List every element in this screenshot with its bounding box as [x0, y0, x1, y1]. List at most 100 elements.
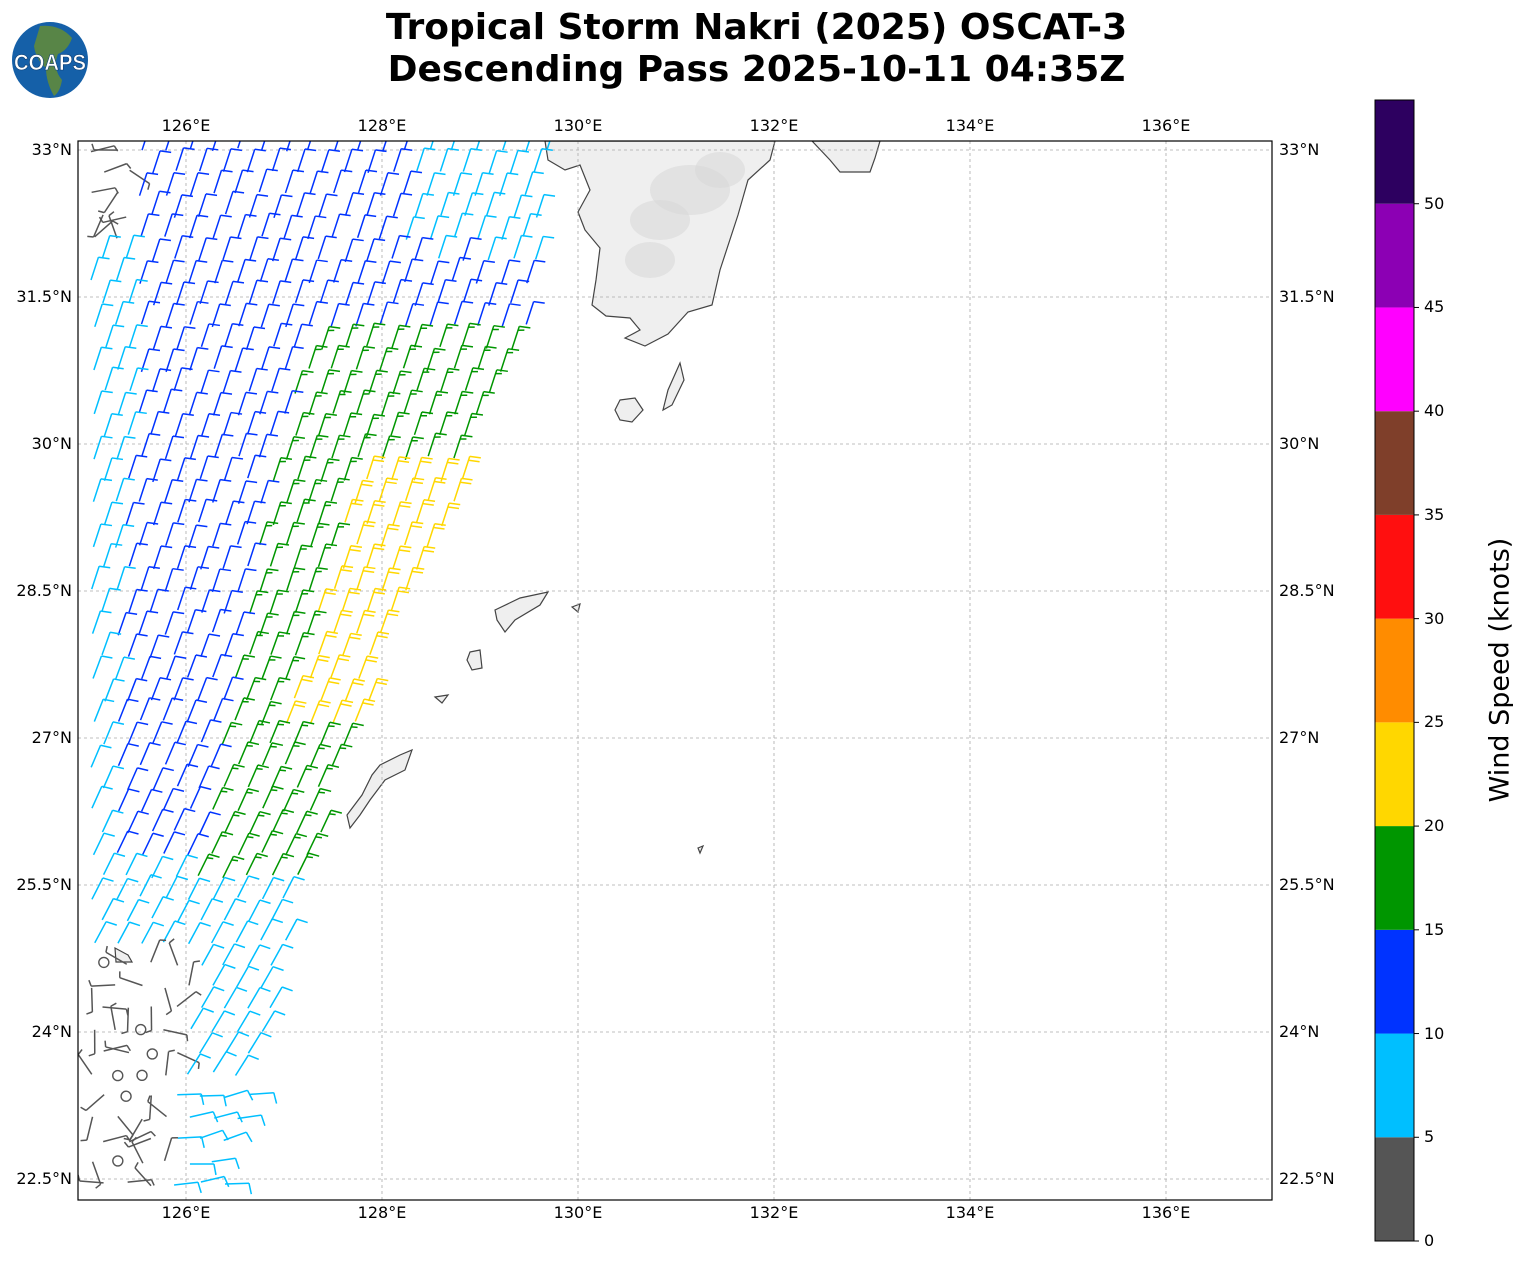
barb-staff: [462, 279, 472, 303]
wind-barb: [102, 1006, 129, 1016]
wind-barb: [499, 348, 520, 372]
barb-feather: [434, 480, 446, 484]
wind-barb: [426, 172, 446, 196]
wind-barb: [117, 345, 137, 370]
wind-barb: [331, 213, 351, 238]
wind-barb: [501, 216, 521, 240]
barb-feather: [173, 259, 185, 263]
wind-barb: [414, 236, 434, 261]
barb-staff: [119, 976, 143, 987]
barb-staff: [175, 147, 185, 171]
lon-tick-label-bottom: 130°E: [553, 1203, 603, 1222]
barb-staff: [166, 656, 176, 680]
wind-barb: [404, 258, 424, 283]
barb-feather: [326, 630, 339, 635]
wind-barb: [91, 877, 114, 900]
barb-staff: [344, 238, 354, 263]
barb-feather: [328, 148, 341, 152]
wind-barb: [533, 148, 553, 172]
wind-barb: [247, 944, 271, 967]
barb-half-feather: [294, 836, 301, 839]
wind-barb: [90, 744, 112, 768]
wind-barb: [93, 698, 115, 722]
barb-feather: [212, 1111, 219, 1123]
barb-feather: [319, 743, 332, 748]
barb-feather: [293, 303, 305, 307]
barb-staff: [164, 435, 174, 460]
barb-staff: [450, 141, 456, 150]
barb-staff: [186, 1053, 201, 1075]
barb-staff: [499, 172, 508, 197]
wind-barb: [475, 390, 495, 415]
barb-half-feather: [306, 855, 313, 859]
barb-staff: [429, 141, 434, 150]
barb-staff: [152, 326, 162, 350]
barb-half-feather: [131, 1136, 137, 1143]
wind-barb: [104, 678, 125, 702]
barb-feather: [374, 455, 386, 459]
wind-barb: [200, 986, 225, 1008]
barb-feather: [337, 657, 350, 662]
barb-staff: [92, 523, 102, 548]
wind-barb: [462, 278, 483, 303]
wind-barb: [199, 1032, 223, 1054]
barb-feather: [352, 498, 364, 502]
wind-barb: [189, 1163, 217, 1176]
wind-barb: [197, 853, 220, 877]
barb-feather: [400, 545, 412, 549]
barb-staff: [238, 433, 248, 457]
barb-feather: [103, 698, 115, 703]
landmass: [114, 946, 134, 963]
wind-barb: [189, 1111, 219, 1123]
barb-staff: [224, 323, 234, 347]
barb-staff: [78, 1054, 93, 1075]
barb-feather: [483, 390, 495, 394]
barb-feather: [255, 542, 267, 546]
calm-circle: [135, 1023, 147, 1036]
wind-barb: [381, 567, 401, 592]
barb-feather: [232, 323, 244, 327]
barb-feather: [160, 325, 173, 329]
barb-feather: [137, 367, 149, 371]
barb-feather: [197, 833, 209, 838]
wind-barb: [366, 192, 386, 216]
wind-barb: [91, 187, 119, 194]
barb-feather: [213, 1163, 217, 1176]
wind-barb: [342, 722, 364, 746]
barb-staff: [102, 1134, 127, 1143]
barb-staff: [286, 479, 296, 503]
wind-barb: [356, 141, 362, 151]
wind-barb: [317, 588, 338, 612]
barb-feather: [274, 1010, 286, 1016]
wind-barb: [110, 1002, 117, 1031]
barb-feather: [339, 434, 351, 438]
barb-staff: [189, 301, 199, 325]
barb-half-feather: [104, 1040, 107, 1048]
barb-feather: [340, 389, 352, 393]
wind-barb: [249, 719, 271, 744]
wind-barb: [236, 1010, 261, 1033]
wind-barb: [320, 721, 341, 745]
barb-staff: [392, 193, 402, 217]
wind-barb: [306, 610, 327, 634]
wind-barb: [162, 920, 186, 943]
wind-barb: [174, 234, 194, 259]
wind-barb: [94, 303, 114, 328]
barb-staff: [296, 148, 306, 173]
barb-staff: [414, 193, 424, 217]
barb-half-feather: [291, 792, 299, 795]
barb-feather: [148, 348, 161, 352]
wind-barb: [174, 412, 194, 437]
barb-feather: [172, 567, 184, 571]
wind-barb: [131, 1136, 144, 1164]
wind-barb: [285, 141, 291, 152]
barb-feather: [128, 788, 140, 793]
barb-staff: [102, 852, 115, 876]
wind-barb: [222, 943, 246, 966]
wind-barb: [367, 677, 389, 702]
barb-staff: [509, 150, 519, 174]
wind-barb: [379, 346, 399, 371]
wind-barb: [392, 278, 413, 303]
barb-staff: [213, 170, 223, 194]
barb-feather: [400, 192, 413, 196]
